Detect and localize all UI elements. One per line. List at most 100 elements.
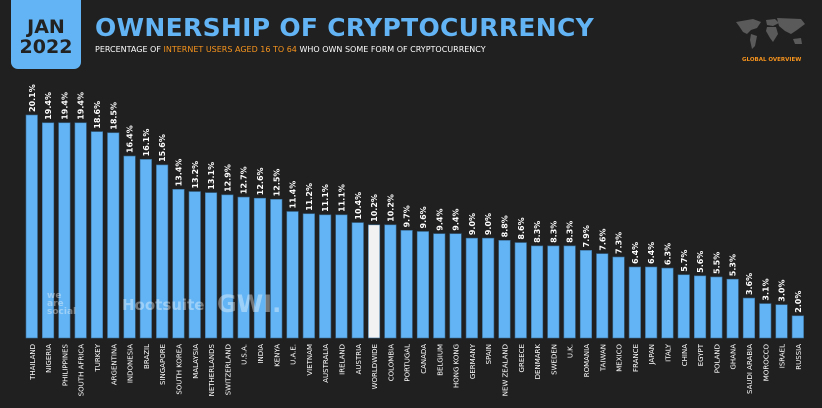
- bar-morocco: [759, 303, 772, 339]
- category-label: INDIA: [257, 344, 265, 364]
- bar-india: [253, 197, 266, 339]
- bar-china: [677, 274, 690, 339]
- category-label: IRELAND: [338, 344, 346, 375]
- bar-u-k-: [563, 245, 576, 339]
- category-label: SWEDEN: [550, 344, 558, 375]
- category-label: ITALY: [664, 343, 672, 362]
- category-label: SPAIN: [485, 344, 493, 364]
- value-label: 12.6%: [256, 167, 265, 195]
- category-label: SINGAPORE: [159, 344, 167, 385]
- value-label: 9.4%: [452, 209, 461, 231]
- bar-ireland: [335, 214, 348, 339]
- value-label: 19.4%: [44, 92, 53, 120]
- category-label: MOROCCO: [762, 344, 770, 382]
- category-label: HONG KONG: [453, 344, 461, 388]
- bar-austria: [351, 222, 364, 339]
- category-label: ISRAEL: [779, 344, 787, 368]
- value-label: 3.1%: [761, 278, 770, 300]
- bar-south-korea: [172, 189, 185, 339]
- bar-singapore: [156, 164, 169, 339]
- value-label: 19.4%: [77, 92, 86, 120]
- bar-indonesia: [123, 155, 136, 339]
- category-label: COLOMBIA: [387, 344, 395, 381]
- category-label: GREECE: [518, 344, 526, 372]
- bar-colombia: [384, 224, 397, 339]
- bar-nigeria: [41, 122, 55, 339]
- bar-spain: [482, 237, 495, 339]
- bar-russia: [791, 315, 804, 339]
- subtitle-highlight: INTERNET USERS AGED 16 TO 64: [163, 45, 297, 54]
- value-label: 13.4%: [174, 159, 183, 187]
- value-label: 9.0%: [468, 213, 477, 235]
- value-label: 5.5%: [712, 252, 721, 274]
- value-label: 8.3%: [566, 221, 575, 243]
- bar-denmark: [530, 245, 544, 339]
- bar-turkey: [90, 131, 103, 339]
- subtitle: PERCENTAGE OF INTERNET USERS AGED 16 TO …: [95, 45, 486, 54]
- category-label: INDONESIA: [127, 344, 135, 383]
- value-label: 11.1%: [337, 184, 346, 212]
- bar-sweden: [547, 245, 560, 339]
- world-map-icon: [736, 18, 805, 49]
- category-label: SOUTH KOREA: [175, 344, 183, 395]
- value-label: 7.6%: [598, 228, 607, 250]
- bar-kenya: [270, 199, 283, 339]
- bar-japan: [645, 266, 658, 339]
- category-label: NEW ZEALAND: [501, 344, 509, 396]
- bar-germany: [465, 237, 478, 339]
- bar-saudi-arabia: [742, 297, 756, 339]
- bar-poland: [710, 276, 723, 339]
- value-label: 20.1%: [28, 84, 37, 112]
- category-label: ROMANIA: [583, 344, 591, 378]
- value-label: 12.5%: [272, 169, 281, 197]
- category-label: POLAND: [713, 344, 721, 373]
- category-label: GERMANY: [469, 343, 477, 379]
- category-label: CHINA: [681, 344, 689, 366]
- bar-italy: [661, 267, 674, 339]
- value-label: 8.8%: [500, 215, 509, 237]
- category-label: THAILAND: [29, 344, 37, 381]
- value-label: 5.7%: [680, 250, 689, 272]
- value-label: 9.7%: [403, 205, 412, 227]
- value-label: 10.2%: [370, 194, 379, 222]
- category-label: U.S.A.: [241, 344, 249, 365]
- category-label: RUSSIA: [795, 344, 803, 370]
- value-label: 10.2%: [386, 194, 395, 222]
- value-label: 13.2%: [191, 161, 200, 189]
- category-label: GHANA: [730, 344, 738, 370]
- value-label: 9.0%: [484, 213, 493, 235]
- bar-brazil: [139, 159, 152, 339]
- value-label: 3.0%: [778, 280, 787, 302]
- bar-portugal: [400, 230, 413, 339]
- bar-thailand: [25, 114, 38, 339]
- value-label: 8.6%: [517, 217, 526, 239]
- bar-philippines: [58, 122, 71, 339]
- bar-belgium: [433, 233, 446, 339]
- subtitle-pre: PERCENTAGE OF: [95, 45, 164, 54]
- value-label: 16.1%: [142, 129, 151, 157]
- bar-ghana: [726, 278, 739, 339]
- value-label: 15.6%: [158, 134, 167, 162]
- category-label: EGYPT: [697, 343, 705, 366]
- value-label: 6.3%: [663, 243, 672, 265]
- value-label: 11.4%: [289, 181, 298, 209]
- page-title: OWNERSHIP OF CRYPTOCURRENCY: [95, 13, 595, 42]
- bar-u-s-a-: [237, 196, 250, 339]
- bar-vietnam: [302, 213, 315, 339]
- category-label: AUSTRIA: [355, 344, 363, 375]
- category-label: TAIWAN: [599, 344, 607, 372]
- value-label: 2.0%: [794, 291, 803, 313]
- bar-egypt: [693, 275, 707, 339]
- category-label: NETHERLANDS: [208, 343, 216, 396]
- value-label: 18.5%: [109, 102, 118, 130]
- bar-france: [628, 266, 641, 339]
- category-label: MEXICO: [616, 344, 624, 372]
- date-year: 2022: [19, 35, 73, 58]
- value-label: 8.3%: [533, 221, 542, 243]
- value-label: 13.1%: [207, 162, 216, 190]
- subtitle-post: WHO OWN SOME FORM OF CRYPTOCURRENCY: [296, 45, 486, 54]
- category-label: U.K.: [567, 344, 575, 358]
- bar-romania: [579, 250, 593, 339]
- global-overview-label: GLOBAL OVERVIEW: [742, 57, 802, 63]
- value-label: 11.1%: [321, 184, 330, 212]
